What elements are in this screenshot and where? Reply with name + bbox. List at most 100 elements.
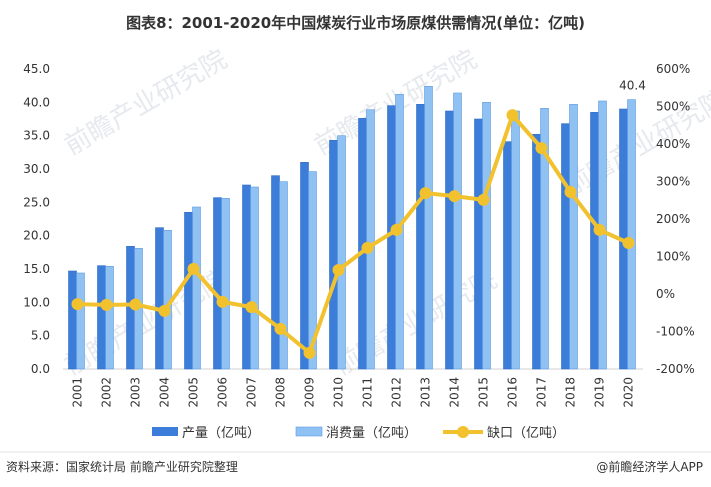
left-axis-tick: 30.0 [23, 162, 50, 176]
bar-production [387, 105, 396, 370]
left-axis-tick: 25.0 [23, 195, 50, 209]
legend-label-gap: 缺口（亿吨） [487, 426, 565, 441]
x-axis-tick: 2004 [158, 377, 172, 408]
bar-production [474, 118, 483, 370]
bar-production [184, 212, 193, 370]
left-axis-tick: 15.0 [23, 262, 50, 276]
gap-point [100, 298, 113, 311]
left-axis-tick: 0.0 [31, 362, 50, 376]
legend-label-consumption: 消费量（亿吨） [326, 426, 417, 441]
gap-point [419, 187, 432, 200]
bar-production [561, 123, 570, 370]
x-axis-tick: 2011 [361, 377, 375, 408]
gap-point [216, 295, 229, 308]
bar-production [68, 270, 77, 370]
bar-consumption [105, 266, 114, 370]
bar-consumption [511, 110, 520, 370]
bar-production [445, 110, 454, 370]
gap-point [274, 322, 287, 335]
bar-consumption [569, 104, 578, 370]
bar-consumption [540, 108, 549, 370]
right-axis-tick: 400% [656, 137, 690, 151]
bar-production [213, 197, 222, 370]
x-axis-tick: 2006 [216, 377, 230, 408]
gap-point [593, 223, 606, 236]
chart-title: 图表8：2001-2020年中国煤炭行业市场原煤供需情况(单位：亿吨) [126, 14, 585, 32]
right-axis-tick: 200% [656, 212, 690, 226]
x-axis-tick: 2005 [187, 377, 201, 408]
data-label: 40.4 [619, 79, 646, 93]
bar-consumption [221, 198, 230, 370]
bar-production [329, 140, 338, 370]
gap-point [622, 237, 635, 249]
x-axis-tick: 2001 [71, 377, 85, 408]
x-axis-tick: 2009 [303, 377, 317, 408]
gap-point [332, 264, 345, 276]
left-axis-tick: 35.0 [23, 129, 50, 143]
x-axis-tick: 2002 [100, 377, 114, 408]
x-axis-tick: 2016 [506, 377, 520, 408]
bar-consumption [250, 186, 259, 370]
bar-consumption [424, 86, 433, 370]
bar-production [300, 162, 309, 370]
right-axis-tick: 300% [656, 175, 690, 189]
bar-production [503, 141, 512, 370]
bar-consumption [192, 206, 201, 370]
x-axis-tick: 2013 [419, 377, 433, 408]
bar-consumption [453, 92, 462, 370]
bar-production [271, 175, 280, 370]
right-axis-tick: -200% [656, 362, 695, 376]
x-axis-tick: 2020 [622, 377, 636, 408]
gap-point [506, 109, 519, 122]
left-axis-tick: 10.0 [23, 295, 50, 309]
gap-point [477, 193, 490, 206]
bar-production [97, 265, 106, 370]
bar-production [416, 104, 425, 370]
bar-consumption [76, 272, 85, 370]
legend-label-production: 产量（亿吨） [182, 426, 260, 441]
x-axis-tick: 2012 [390, 377, 404, 408]
x-axis-tick: 2003 [129, 377, 143, 408]
right-axis-tick: -100% [656, 325, 695, 339]
bar-production [590, 112, 599, 370]
gap-point [361, 241, 374, 254]
source-note: 资料来源：国家统计局 前瞻产业研究院整理 [6, 460, 238, 474]
x-axis-tick: 2015 [477, 377, 491, 408]
bar-consumption [308, 171, 317, 370]
gap-point [303, 346, 316, 359]
gap-point [390, 223, 403, 236]
right-axis-tick: 0% [656, 287, 675, 301]
left-axis-tick: 40.0 [23, 95, 50, 109]
bar-production [532, 134, 541, 370]
bar-production [242, 184, 251, 370]
bar-consumption [279, 181, 288, 370]
x-axis-tick: 2008 [274, 377, 288, 408]
bar-consumption [627, 99, 636, 370]
left-axis-tick: 5.0 [31, 329, 50, 343]
gap-point [71, 298, 84, 311]
gap-point [564, 186, 577, 198]
gap-point [129, 298, 142, 311]
watermark-text: 前瞻产业研究院 [60, 45, 233, 162]
gap-point [245, 301, 258, 314]
x-axis-tick: 2007 [245, 377, 259, 408]
left-axis-tick: 45.0 [23, 62, 50, 76]
bar-consumption [337, 135, 346, 370]
gap-point [535, 142, 548, 155]
gap-point [187, 262, 200, 275]
legend-swatch-gap-point [457, 426, 469, 438]
brand-label: @前瞻经济学人APP [596, 460, 703, 474]
x-axis-tick: 2014 [448, 377, 462, 408]
legend-swatch-production [152, 427, 178, 436]
bar-production [155, 227, 164, 370]
bar-consumption [366, 109, 375, 370]
bar-consumption [482, 102, 491, 370]
legend-swatch-consumption [295, 426, 323, 437]
right-axis-tick: 500% [656, 100, 690, 114]
x-axis-tick: 2019 [593, 377, 607, 408]
right-axis-tick: 100% [656, 250, 690, 264]
x-axis-tick: 2018 [564, 377, 578, 408]
gap-point [158, 304, 171, 317]
